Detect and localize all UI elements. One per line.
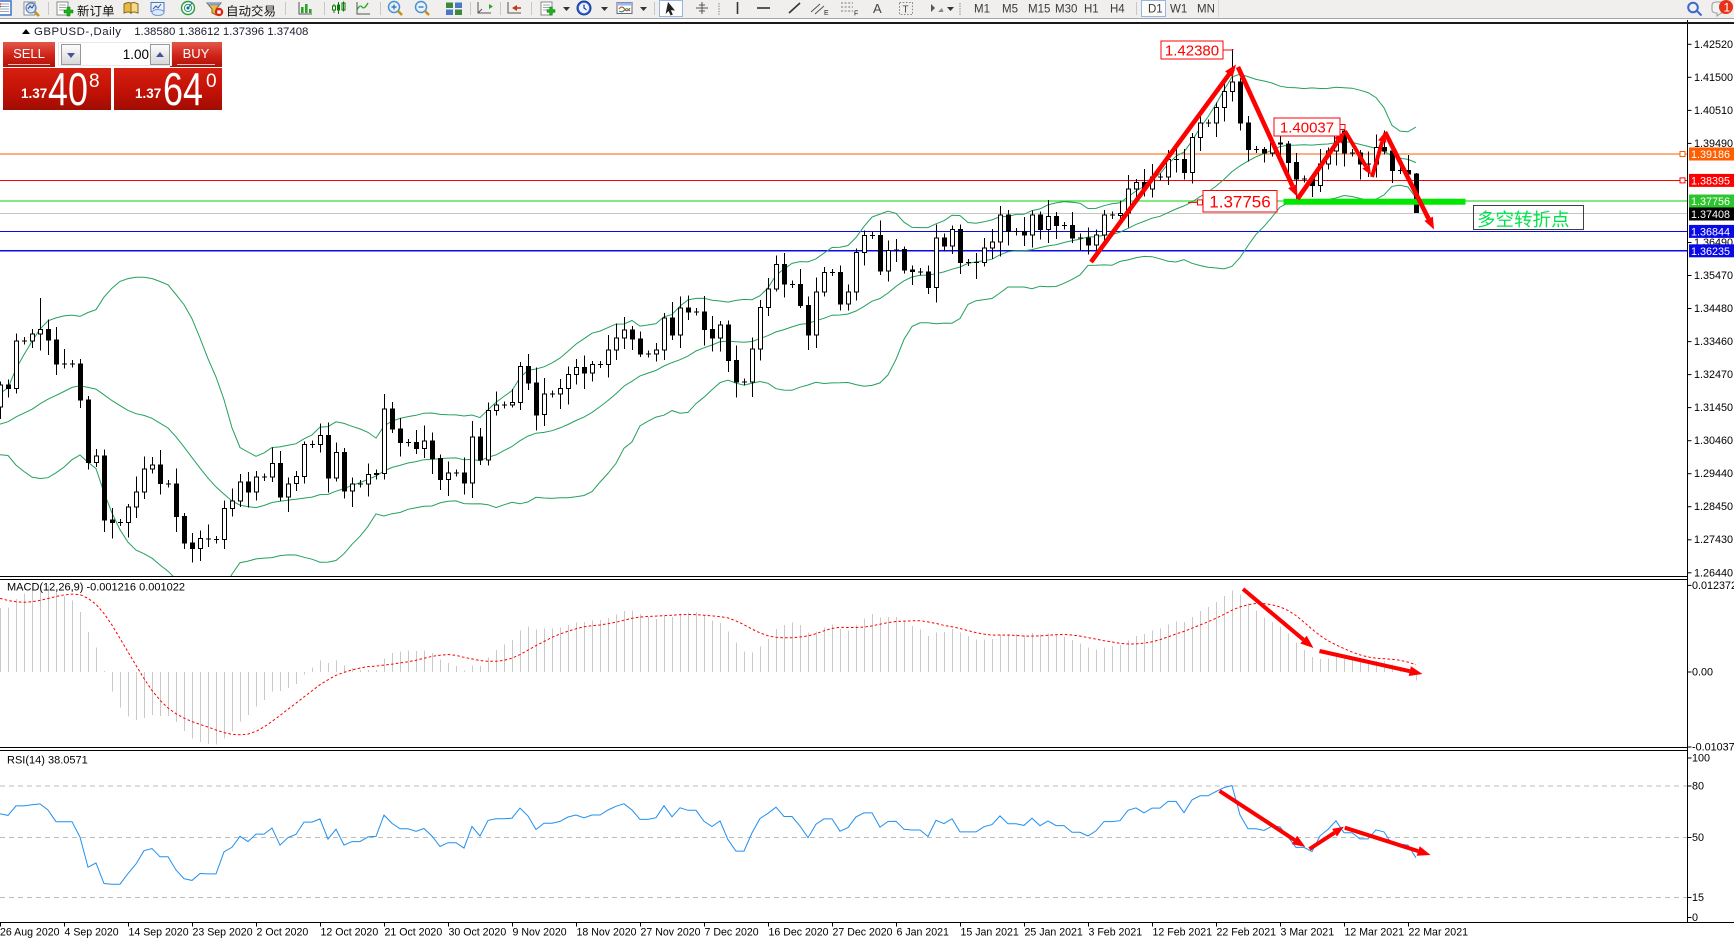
svg-text:27 Nov 2020: 27 Nov 2020 <box>641 927 701 939</box>
svg-text:15 Jan 2021: 15 Jan 2021 <box>961 927 1019 939</box>
svg-text:3 Feb 2021: 3 Feb 2021 <box>1089 927 1143 939</box>
svg-text:1.30460: 1.30460 <box>1694 435 1733 447</box>
svg-text:H1: H1 <box>1084 4 1099 16</box>
svg-text:80: 80 <box>1692 781 1704 793</box>
svg-text:1.40037: 1.40037 <box>1280 119 1334 136</box>
svg-text:2 Oct 2020: 2 Oct 2020 <box>257 927 309 939</box>
svg-text:27 Dec 2020: 27 Dec 2020 <box>833 927 893 939</box>
svg-text:0.00: 0.00 <box>1692 667 1713 679</box>
svg-text:1.37408: 1.37408 <box>1691 209 1730 221</box>
svg-text:1.37756: 1.37756 <box>1691 196 1730 208</box>
svg-text:MACD(12,26,9) -0.001216 0.0010: MACD(12,26,9) -0.001216 0.001022 <box>7 582 185 594</box>
svg-text:M1: M1 <box>974 4 990 16</box>
svg-text:18 Nov 2020: 18 Nov 2020 <box>577 927 637 939</box>
svg-text:1.40510: 1.40510 <box>1694 105 1733 117</box>
svg-text:1.27430: 1.27430 <box>1694 534 1733 546</box>
svg-text:1.42380: 1.42380 <box>1165 42 1219 59</box>
svg-text:12 Mar 2021: 12 Mar 2021 <box>1345 927 1405 939</box>
svg-text:A: A <box>873 1 882 16</box>
svg-text:23 Sep 2020: 23 Sep 2020 <box>193 927 253 939</box>
svg-text:7 Dec 2020: 7 Dec 2020 <box>705 927 759 939</box>
svg-text:22 Feb 2021: 22 Feb 2021 <box>1217 927 1277 939</box>
svg-text:1.36844: 1.36844 <box>1691 226 1730 238</box>
svg-text:M15: M15 <box>1028 4 1050 16</box>
svg-text:1.29440: 1.29440 <box>1694 468 1733 480</box>
svg-text:1.37756: 1.37756 <box>1209 192 1270 211</box>
svg-text:9 Nov 2020: 9 Nov 2020 <box>513 927 567 939</box>
svg-text:4 Sep 2020: 4 Sep 2020 <box>65 927 119 939</box>
svg-text:F: F <box>854 11 858 18</box>
svg-text:0: 0 <box>1692 912 1698 924</box>
svg-text:1.39186: 1.39186 <box>1691 149 1730 161</box>
svg-text:14 Sep 2020: 14 Sep 2020 <box>129 927 189 939</box>
svg-text:100: 100 <box>1692 753 1710 765</box>
svg-text:22 Mar 2021: 22 Mar 2021 <box>1409 927 1469 939</box>
svg-text:1.39490: 1.39490 <box>1694 138 1733 150</box>
svg-text:1.35470: 1.35470 <box>1694 270 1733 282</box>
svg-text:1.26440: 1.26440 <box>1694 567 1733 579</box>
svg-text:E: E <box>824 10 829 17</box>
svg-text:1.38395: 1.38395 <box>1691 175 1730 187</box>
svg-text:1.33460: 1.33460 <box>1694 336 1733 348</box>
svg-text:26 Aug 2020: 26 Aug 2020 <box>0 927 60 939</box>
svg-text:D1: D1 <box>1148 4 1163 16</box>
svg-text:0.012372: 0.012372 <box>1692 580 1734 592</box>
svg-text:12 Feb 2021: 12 Feb 2021 <box>1153 927 1213 939</box>
svg-text:H4: H4 <box>1110 4 1125 16</box>
svg-text:M30: M30 <box>1055 4 1077 16</box>
svg-text:M5: M5 <box>1002 4 1018 16</box>
svg-text:3 Mar 2021: 3 Mar 2021 <box>1281 927 1335 939</box>
svg-text:1.34480: 1.34480 <box>1694 303 1733 315</box>
svg-text:1.41500: 1.41500 <box>1694 72 1733 84</box>
svg-text:1.42520: 1.42520 <box>1694 39 1733 51</box>
svg-text:1.31450: 1.31450 <box>1694 402 1733 414</box>
svg-text:1.28450: 1.28450 <box>1694 501 1733 513</box>
svg-text:16 Dec 2020: 16 Dec 2020 <box>769 927 829 939</box>
svg-text:15: 15 <box>1692 892 1704 904</box>
svg-text:30 Oct 2020: 30 Oct 2020 <box>449 927 507 939</box>
svg-text:W1: W1 <box>1170 4 1187 16</box>
svg-text:25 Jan 2021: 25 Jan 2021 <box>1025 927 1083 939</box>
svg-text:RSI(14) 38.0571: RSI(14) 38.0571 <box>7 755 88 767</box>
svg-text:T: T <box>903 5 909 16</box>
svg-text:21 Oct 2020: 21 Oct 2020 <box>385 927 443 939</box>
svg-text:1.36235: 1.36235 <box>1691 246 1730 258</box>
svg-text:1.32470: 1.32470 <box>1694 369 1733 381</box>
svg-text:1: 1 <box>1724 1 1731 15</box>
svg-text:-0.010374: -0.010374 <box>1692 742 1734 754</box>
svg-text:12 Oct 2020: 12 Oct 2020 <box>321 927 379 939</box>
svg-text:6 Jan 2021: 6 Jan 2021 <box>897 927 950 939</box>
svg-text:MN: MN <box>1197 4 1215 16</box>
svg-text:50: 50 <box>1692 832 1704 844</box>
